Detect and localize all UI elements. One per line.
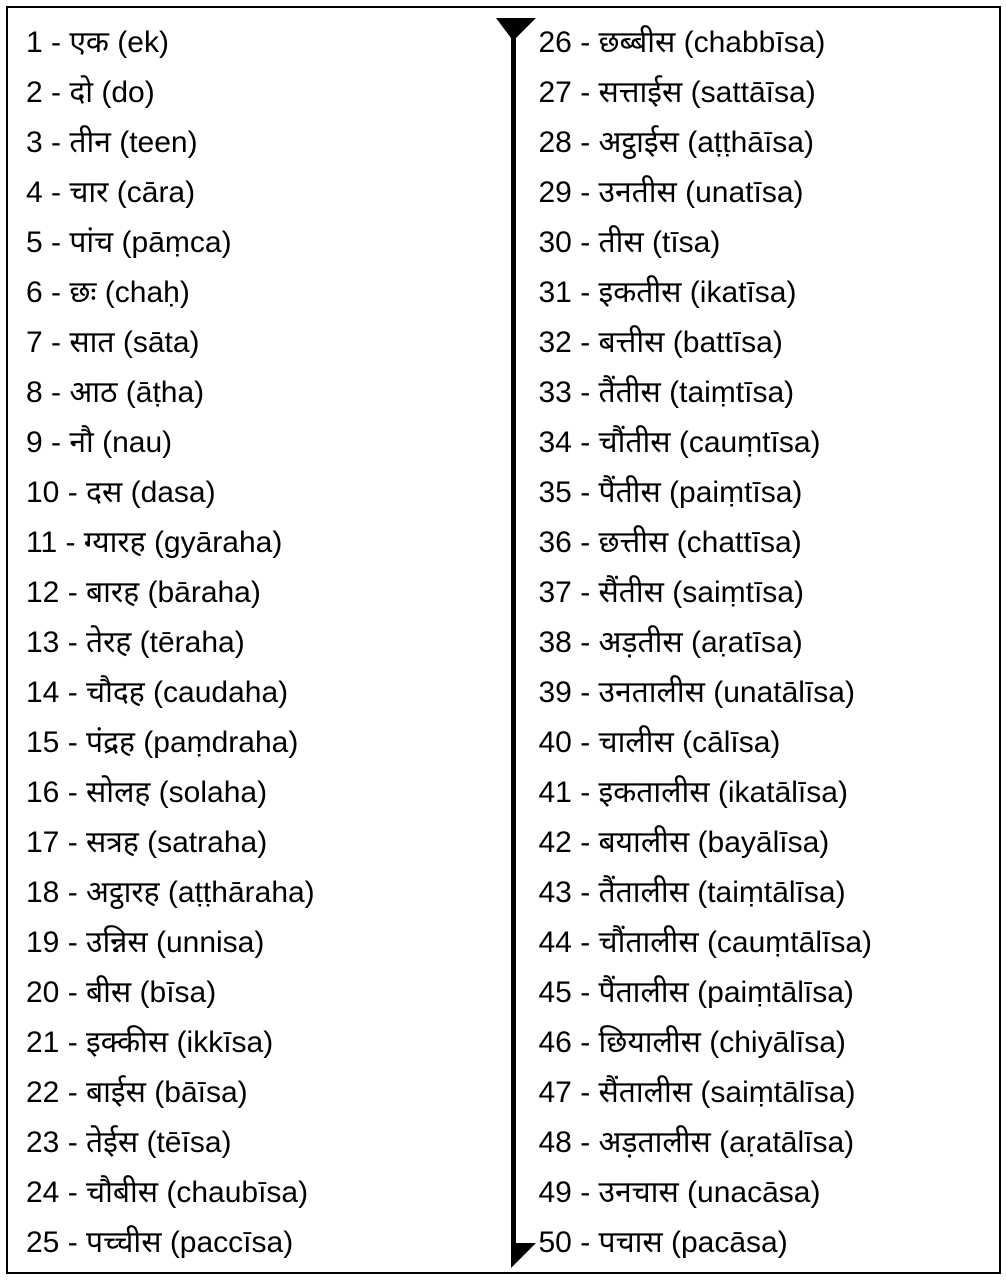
number-entry: 50 - पचास (pacāsa) [539,1218,982,1268]
number-entry: 23 - तेईस (tēīsa) [26,1118,469,1168]
number-entry: 43 - तैंतालीस (taiṃtālīsa) [539,868,982,918]
number-entry: 33 - तैंतीस (taiṃtīsa) [539,368,982,418]
number-entry: 21 - इक्कीस (ikkīsa) [26,1018,469,1068]
number-entry: 39 - उनतालीस (unatālīsa) [539,668,982,718]
number-entry: 46 - छियालीस (chiyālīsa) [539,1018,982,1068]
number-entry: 1 - एक (ek) [26,18,469,68]
number-entry: 42 - बयालीस (bayālīsa) [539,818,982,868]
number-entry: 36 - छत्तीस (chattīsa) [539,518,982,568]
number-entry: 17 - सत्रह (satraha) [26,818,469,868]
number-entry: 44 - चौंतालीस (cauṃtālīsa) [539,918,982,968]
number-entry: 25 - पच्चीस (paccīsa) [26,1218,469,1268]
number-entry: 45 - पैंतालीस (paiṃtālīsa) [539,968,982,1018]
number-entry: 10 - दस (dasa) [26,468,469,518]
number-entry: 27 - सत्ताईस (sattāīsa) [539,68,982,118]
number-entry: 8 - आठ (āṭha) [26,368,469,418]
number-entry: 15 - पंद्रह (paṃdraha) [26,718,469,768]
number-entry: 19 - उन्निस (unnisa) [26,918,469,968]
left-column: 1 - एक (ek) 2 - दो (do) 3 - तीन (teen) 4… [26,18,469,1262]
number-entry: 37 - सैंतीस (saiṃtīsa) [539,568,982,618]
number-entry: 2 - दो (do) [26,68,469,118]
number-entry: 49 - उनचास (unacāsa) [539,1168,982,1218]
number-entry: 18 - अट्ठारह (aṭṭhāraha) [26,868,469,918]
number-entry: 28 - अट्ठाईस (aṭṭhāīsa) [539,118,982,168]
number-entry: 13 - तेरह (tēraha) [26,618,469,668]
content-frame: 1 - एक (ek) 2 - दो (do) 3 - तीन (teen) 4… [6,6,1001,1274]
number-entry: 40 - चालीस (cālīsa) [539,718,982,768]
columns-container: 1 - एक (ek) 2 - दो (do) 3 - तीन (teen) 4… [8,8,999,1272]
number-entry: 41 - इकतालीस (ikatālīsa) [539,768,982,818]
number-entry: 35 - पैंतीस (paiṃtīsa) [539,468,982,518]
number-entry: 22 - बाईस (bāīsa) [26,1068,469,1118]
number-entry: 34 - चौंतीस (cauṃtīsa) [539,418,982,468]
right-column: 26 - छब्बीस (chabbīsa) 27 - सत्ताईस (sat… [469,18,982,1262]
number-entry: 16 - सोलह (solaha) [26,768,469,818]
number-entry: 3 - तीन (teen) [26,118,469,168]
number-entry: 9 - नौ (nau) [26,418,469,468]
number-entry: 29 - उनतीस (unatīsa) [539,168,982,218]
number-entry: 31 - इकतीस (ikatīsa) [539,268,982,318]
number-entry: 30 - तीस (tīsa) [539,218,982,268]
number-entry: 20 - बीस (bīsa) [26,968,469,1018]
number-entry: 24 - चौबीस (chaubīsa) [26,1168,469,1218]
number-entry: 6 - छः (chaḥ) [26,268,469,318]
number-entry: 7 - सात (sāta) [26,318,469,368]
number-entry: 12 - बारह (bāraha) [26,568,469,618]
number-entry: 14 - चौदह (caudaha) [26,668,469,718]
number-entry: 11 - ग्यारह (gyāraha) [26,518,469,568]
number-entry: 32 - बत्तीस (battīsa) [539,318,982,368]
number-entry: 38 - अड़तीस (aṛatīsa) [539,618,982,668]
number-entry: 48 - अड़तालीस (aṛatālīsa) [539,1118,982,1168]
number-entry: 26 - छब्बीस (chabbīsa) [539,18,982,68]
number-entry: 5 - पांच (pāṃca) [26,218,469,268]
number-entry: 47 - सैंतालीस (saiṃtālīsa) [539,1068,982,1118]
number-entry: 4 - चार (cāra) [26,168,469,218]
